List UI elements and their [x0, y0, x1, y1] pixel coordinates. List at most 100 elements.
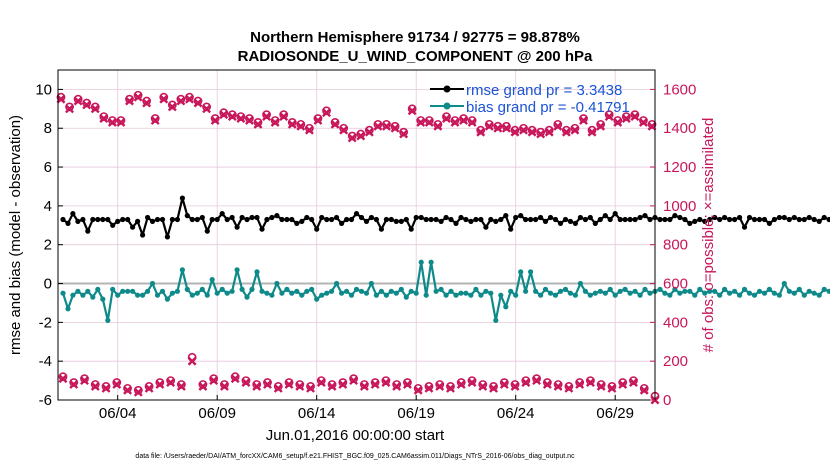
bias-point [553, 293, 558, 298]
legend-bias-marker [444, 103, 451, 110]
rmse-point [269, 215, 274, 220]
bias-point [593, 291, 598, 296]
rmse-point [732, 217, 737, 222]
rmse-point [205, 229, 210, 234]
bias-point [429, 260, 434, 265]
bias-point [588, 293, 593, 298]
bias-point [60, 291, 65, 296]
rmse-point [453, 221, 458, 226]
bias-point [453, 293, 458, 298]
rmse-point [235, 225, 240, 230]
rmse-point [339, 221, 344, 226]
rmse-point [115, 219, 120, 224]
bias-point [215, 291, 220, 296]
rmse-point [458, 215, 463, 220]
rmse-point [110, 223, 115, 228]
bias-point [409, 289, 414, 294]
rmse-point [488, 217, 493, 222]
rmse-point [692, 219, 697, 224]
rmse-point [742, 225, 747, 230]
bias-point [568, 291, 573, 296]
rmse-point [677, 215, 682, 220]
bias-point [399, 287, 404, 292]
rmse-point [503, 213, 508, 218]
bias-point [478, 293, 483, 298]
rmse-point [687, 221, 692, 226]
rmse-point [125, 217, 130, 222]
rmse-point [210, 217, 215, 222]
bias-point [603, 291, 608, 296]
bias-point [787, 289, 792, 294]
rmse-point [399, 219, 404, 224]
rmse-point [309, 217, 314, 222]
bias-point [110, 287, 115, 292]
rmse-point [249, 215, 254, 220]
bias-point [349, 293, 354, 298]
bias-point [448, 289, 453, 294]
legend-rmse-marker [444, 86, 451, 93]
rmse-point [439, 219, 444, 224]
bias-point [294, 289, 299, 294]
rmse-point [414, 215, 419, 220]
rmse-point [140, 232, 145, 237]
rmse-point [528, 217, 533, 222]
bias-point [314, 297, 319, 302]
bias-point [389, 289, 394, 294]
rmse-point [727, 217, 732, 222]
bias-point [339, 291, 344, 296]
bias-point [812, 291, 817, 296]
bias-point [498, 293, 503, 298]
rmse-point [772, 217, 777, 222]
rmse-point [374, 217, 379, 222]
rmse-point [85, 229, 90, 234]
rmse-point [259, 227, 264, 232]
y-left-tick-label: 0 [44, 276, 52, 293]
rmse-point [279, 217, 284, 222]
bias-point [822, 287, 827, 292]
bias-point [528, 269, 533, 274]
rmse-point [444, 215, 449, 220]
rmse-point [628, 217, 633, 222]
rmse-point [274, 213, 279, 218]
bias-point [145, 289, 150, 294]
bias-point [264, 291, 269, 296]
bias-point [160, 289, 165, 294]
rmse-point [195, 217, 200, 222]
bias-point [80, 293, 85, 298]
rmse-point [513, 215, 518, 220]
rmse-point [717, 217, 722, 222]
bias-point [468, 293, 473, 298]
bias-point [583, 289, 588, 294]
rmse-point [344, 217, 349, 222]
rmse-point [225, 217, 230, 222]
rmse-point [384, 217, 389, 222]
rmse-point [244, 217, 249, 222]
bias-point [384, 293, 389, 298]
rmse-point [613, 211, 618, 216]
rmse-point [523, 217, 528, 222]
chart-title-line2: RADIOSONDE_U_WIND_COMPONENT @ 200 hPa [238, 48, 593, 65]
bias-point [120, 289, 125, 294]
rmse-point [647, 217, 652, 222]
bias-point [414, 291, 419, 296]
bias-point [379, 289, 384, 294]
rmse-point [165, 234, 170, 239]
rmse-point [777, 215, 782, 220]
rmse-point [135, 219, 140, 224]
bias-point [299, 293, 304, 298]
bias-point [772, 291, 777, 296]
rmse-point [65, 221, 70, 226]
rmse-point [608, 217, 613, 222]
bias-point [444, 293, 449, 298]
rmse-point [329, 217, 334, 222]
rmse-point [548, 215, 553, 220]
rmse-point [618, 217, 623, 222]
bias-point [274, 281, 279, 286]
y-right-tick-label: 600 [663, 276, 688, 293]
bias-point [394, 291, 399, 296]
bias-point [503, 304, 508, 309]
rmse-point [533, 217, 538, 222]
rmse-point [583, 217, 588, 222]
